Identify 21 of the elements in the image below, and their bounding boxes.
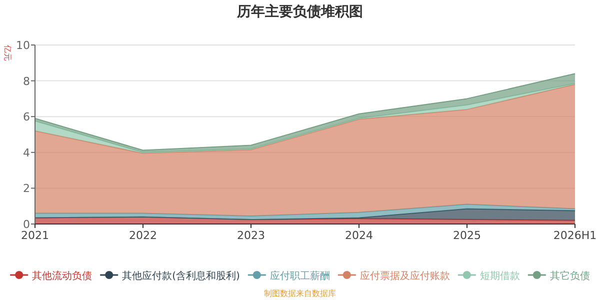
chart-title: 历年主要负债堆积图 (236, 3, 363, 20)
y-tick-label: 6 (23, 110, 30, 124)
y-tick-label: 0 (23, 218, 30, 231)
legend-label: 其它负债 (550, 270, 590, 282)
x-tick-label: 2022 (129, 229, 157, 242)
y-tick-label: 2 (23, 182, 30, 196)
y-tick-label: 10 (16, 39, 30, 52)
legend-label: 其他流动负债 (32, 270, 92, 282)
x-tick-label: 2026H1 (553, 229, 597, 242)
y-tick-label: 4 (23, 146, 30, 160)
legend-label: 其他应付款(含利息和股利) (122, 270, 240, 282)
legend-label: 短期借款 (480, 270, 520, 282)
legend-label: 应付职工薪酬 (270, 270, 330, 282)
y-tick-label: 8 (23, 74, 30, 88)
legend-label: 应付票据及应付账款 (360, 270, 450, 282)
x-tick-label: 2025 (453, 229, 481, 242)
x-tick-label: 2021 (21, 229, 49, 242)
x-tick-label: 2024 (345, 229, 373, 242)
x-tick-label: 2023 (237, 229, 265, 242)
text: 制图数据来自数据库 (264, 289, 336, 298)
y-axis-title: 亿元 (3, 44, 12, 61)
